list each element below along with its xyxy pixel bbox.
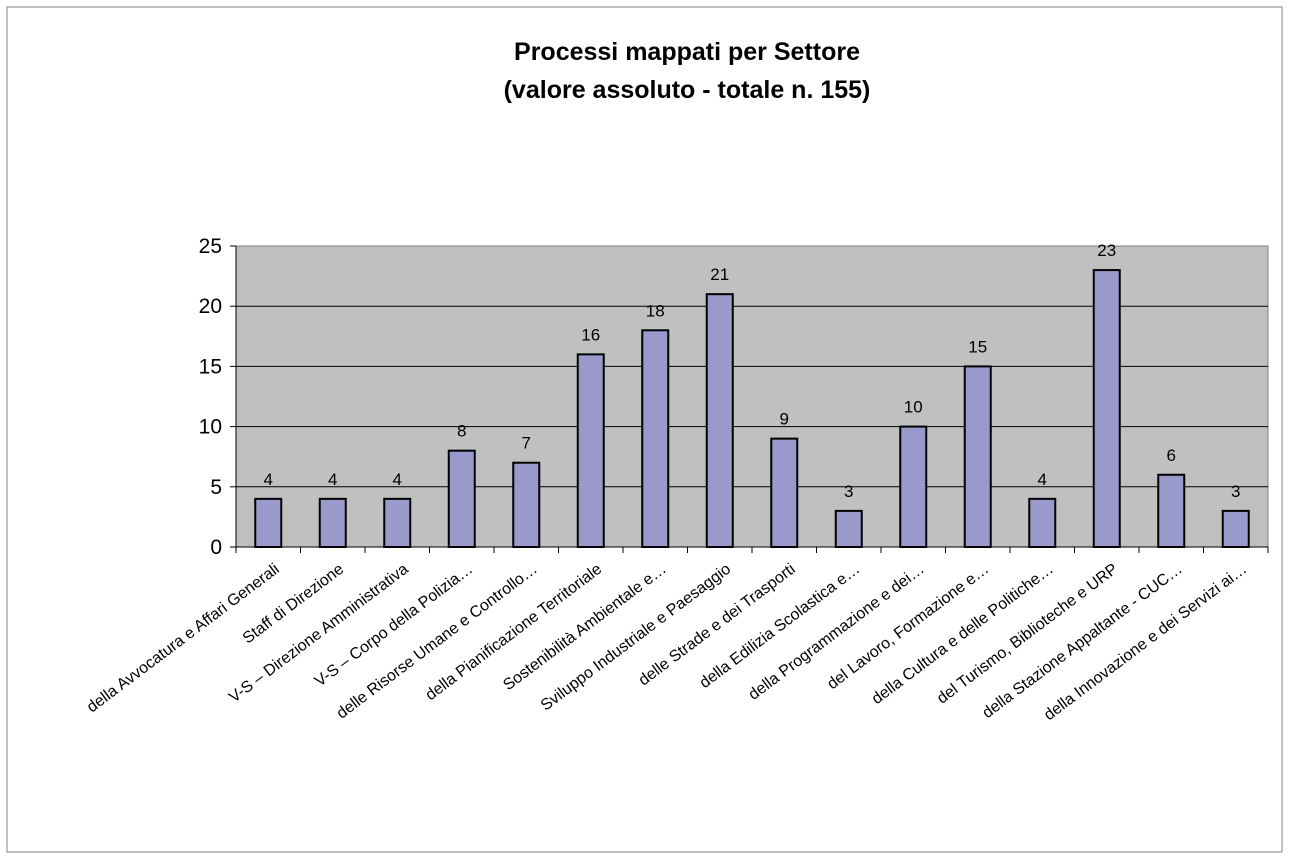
data-label: 4 xyxy=(393,470,402,489)
bar xyxy=(254,497,283,548)
data-label: 23 xyxy=(1097,241,1116,260)
bar xyxy=(1157,473,1186,549)
bar xyxy=(963,365,992,548)
bar xyxy=(705,293,734,548)
bar xyxy=(834,509,863,549)
data-label: 4 xyxy=(1038,470,1047,489)
data-label: 8 xyxy=(457,422,466,441)
bar xyxy=(512,461,541,548)
y-tick-label: 5 xyxy=(210,476,222,499)
bar xyxy=(383,497,412,548)
y-tick-label: 10 xyxy=(199,416,222,439)
data-label: 10 xyxy=(904,398,923,417)
y-tick-label: 25 xyxy=(199,235,222,258)
data-label: 3 xyxy=(1231,482,1240,501)
bar xyxy=(318,497,347,548)
bar xyxy=(1028,497,1057,548)
y-tick-label: 20 xyxy=(199,295,222,318)
data-label: 15 xyxy=(968,337,987,356)
y-axis: 0 5 10 15 20 25 xyxy=(199,235,237,559)
data-label: 21 xyxy=(710,265,729,284)
data-label: 3 xyxy=(844,482,853,501)
chart-subtitle: (valore assoluto - totale n. 155) xyxy=(504,76,871,104)
data-label: 4 xyxy=(328,470,337,489)
y-tick-label: 0 xyxy=(210,536,222,559)
bar xyxy=(576,353,605,548)
data-label: 7 xyxy=(522,434,531,453)
bar xyxy=(1221,509,1250,549)
y-tick-label: 15 xyxy=(199,355,222,378)
data-labels: 4 4 4 8 7 16 18 21 9 3 10 15 4 23 6 3 xyxy=(264,241,1241,501)
bar xyxy=(447,449,476,548)
bars xyxy=(254,269,1250,549)
bar xyxy=(770,437,799,549)
data-label: 6 xyxy=(1167,446,1176,465)
chart-title: Processi mappati per Settore xyxy=(514,38,860,66)
bar xyxy=(1092,269,1121,548)
bar xyxy=(899,425,928,549)
data-label: 9 xyxy=(780,410,789,429)
data-label: 18 xyxy=(646,301,665,320)
data-label: 4 xyxy=(264,470,273,489)
category-labels: della Avvocatura e Affari GeneraliStaff … xyxy=(84,561,1250,725)
data-label: 16 xyxy=(581,325,600,344)
bar xyxy=(641,329,670,548)
